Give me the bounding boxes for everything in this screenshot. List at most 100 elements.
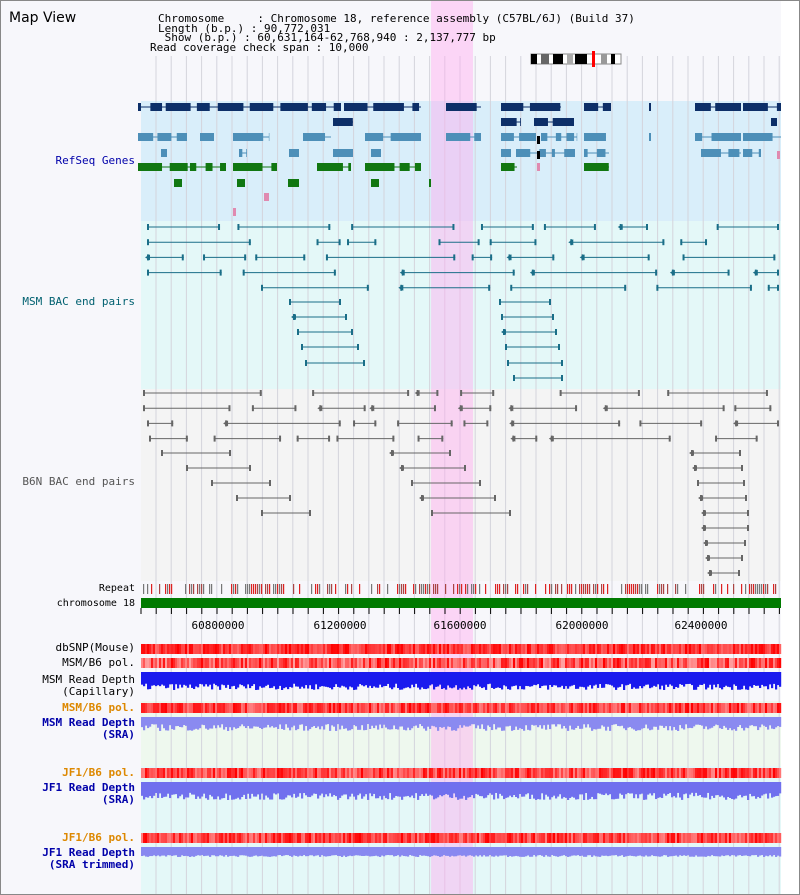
jf1-pol2-strip (763, 833, 766, 843)
dbsnp-strip (465, 644, 468, 654)
repeat-mark (401, 584, 403, 594)
repeat-mark (607, 584, 609, 594)
msm-pol2-strip (733, 703, 736, 713)
msm-pol2-strip (481, 703, 484, 713)
msm-pol2-strip (247, 703, 250, 713)
jf1-sra-depth-bar (441, 782, 444, 797)
jf1-pol2-strip (739, 833, 742, 843)
jf1-pol-strip (367, 768, 370, 778)
msm-capillary-depth-bar (171, 672, 174, 685)
jf1-pol2-strip (737, 833, 740, 843)
msm-pol2-strip (333, 703, 336, 713)
dbsnp-strip (227, 644, 230, 654)
jf1-trim-depth-bar (293, 847, 296, 856)
b6n-bac-pair-end (492, 390, 495, 396)
jf1-sra-depth-bar (339, 782, 342, 798)
jf1-pol-strip (225, 768, 228, 778)
msm-pol2-strip (605, 703, 608, 713)
msm-pol2-strip (683, 703, 686, 713)
jf1-pol2-strip (211, 833, 214, 843)
jf1-pol2-strip (209, 833, 212, 843)
jf1-sra-depth-bar (735, 782, 738, 799)
msm-capillary-depth-bar (213, 672, 216, 684)
msm-pol2-strip (437, 703, 440, 713)
msm-capillary-depth-bar (689, 672, 692, 684)
jf1-trim-depth-bar (353, 847, 356, 856)
jf1-pol-strip (719, 768, 722, 778)
jf1-pol2-strip (645, 833, 648, 843)
msm-pol-strip (375, 658, 378, 668)
jf1-pol-strip (611, 768, 614, 778)
jf1-pol-strip (463, 768, 466, 778)
msm-sra-depth-bar (521, 717, 524, 730)
jf1-pol-strip (771, 768, 774, 778)
refseq-gene-exon (743, 149, 753, 157)
msm-pol2-strip (393, 703, 396, 713)
jf1-trim-depth-bar (743, 847, 746, 856)
jf1-trim-depth-bar (301, 847, 304, 857)
msm-bac-pair-end (777, 269, 779, 276)
msm-sra-depth-bar (497, 717, 500, 728)
jf1-pol2-strip (767, 833, 770, 843)
msm-sra-depth-bar (339, 717, 342, 730)
dbsnp-strip (349, 644, 352, 654)
jf1-sra-depth-bar (217, 782, 220, 797)
msm-capillary-depth-bar (777, 672, 780, 686)
msm-capillary-depth-bar (597, 672, 600, 688)
jf1-sra-depth-bar (299, 782, 302, 794)
jf1-pol2-strip (401, 833, 404, 843)
b6n-bac-pair-end (668, 435, 671, 442)
jf1-sra-depth-bar (377, 782, 380, 799)
msm-sra-depth-bar (655, 717, 658, 727)
jf1-pol2-strip (179, 833, 182, 843)
msm-capillary-depth-bar (275, 672, 278, 690)
msm-capillary-depth-bar (437, 672, 440, 687)
msm-pol2-strip (373, 703, 376, 713)
jf1-trim-depth-bar (745, 847, 748, 856)
b6n-bac-pair-arrow (223, 420, 229, 427)
jf1-pol2-strip (193, 833, 196, 843)
refseq-gene-exon (446, 103, 477, 111)
refseq-gene-exon (501, 103, 524, 111)
jf1-pol-strip (283, 768, 286, 778)
highlight-region (431, 1, 473, 894)
jf1-pol2-strip (725, 833, 728, 843)
msm-pol-strip (535, 658, 538, 668)
b6n-bac-pair-end (236, 495, 238, 501)
msm-pol-strip (333, 658, 336, 668)
msm-pol-strip (307, 658, 310, 668)
msm-pol-strip (647, 658, 650, 668)
msm-pol-strip (501, 658, 504, 668)
repeat-mark (583, 584, 585, 594)
msm-pol2-strip (705, 703, 708, 713)
msm-sra-depth-bar (639, 717, 642, 731)
jf1-pol2-strip (181, 833, 184, 843)
msm-pol2-strip (555, 703, 558, 713)
msm-sra-depth-bar (673, 717, 676, 728)
msm-pol-strip (587, 658, 590, 668)
jf1-pol-strip (499, 768, 502, 778)
msm-pol2-strip (757, 703, 760, 713)
msm-capillary-depth-bar (183, 672, 186, 685)
jf1-pol2-strip (145, 833, 148, 843)
msm-capillary-depth-bar (323, 672, 326, 687)
dbsnp-strip (255, 644, 258, 654)
refseq-gene-exon (271, 163, 277, 171)
msm-capillary-depth-bar (447, 672, 450, 686)
msm-sra-depth-bar (777, 717, 780, 727)
msm-pol2-strip (335, 703, 338, 713)
msm-pol2-strip (775, 703, 778, 713)
repeat-mark (561, 584, 563, 594)
jf1-sra-depth-bar (715, 782, 718, 796)
jf1-pol2-strip (313, 833, 316, 843)
msm-sra-depth-bar (723, 717, 726, 726)
msm-capillary-depth-bar (157, 672, 160, 686)
msm-pol-strip (303, 658, 306, 668)
jf1-trim-depth-bar (523, 847, 526, 857)
msm-pol-strip (705, 658, 708, 668)
msm-pol2-strip (361, 703, 364, 713)
dbsnp-strip (507, 644, 510, 654)
msm-capillary-depth-bar (283, 672, 286, 689)
jf1-pol2-strip (669, 833, 672, 843)
